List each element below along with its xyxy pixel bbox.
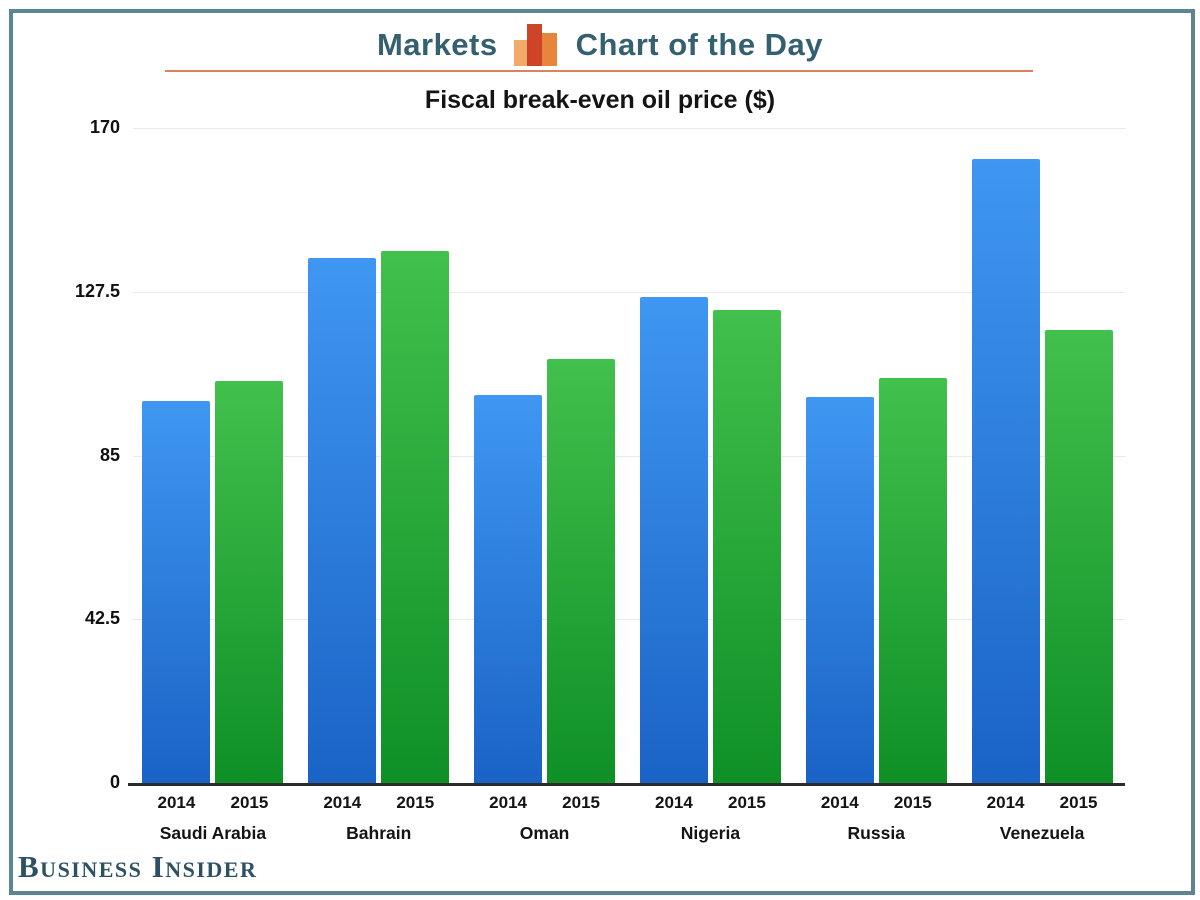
x-axis-country-label: Nigeria — [680, 823, 741, 843]
x-axis-year-label: 2014 — [323, 793, 362, 812]
bar-saudi-arabia-2015 — [215, 380, 284, 783]
header: Markets Chart of the Day — [0, 24, 1200, 66]
bar-oman-2014 — [474, 395, 543, 783]
x-axis-year-label: 2014 — [157, 793, 196, 812]
bar-nigeria-2014 — [639, 296, 708, 783]
bar-chart-icon-bar-2 — [526, 24, 542, 66]
gridline-170 — [133, 128, 1125, 129]
x-axis-year-label: 2015 — [893, 793, 932, 812]
x-axis-year-label: 2015 — [562, 793, 600, 812]
bar-chart-icon-bar-1 — [513, 40, 529, 66]
gridline-127.5 — [133, 291, 1125, 293]
x-axis-year-label: 2015 — [396, 793, 435, 812]
gridline-42.5 — [133, 619, 1125, 621]
bar-oman-2015 — [547, 359, 616, 783]
x-axis-country-label: Venezuela — [999, 823, 1085, 843]
x-axis-country-label: Russia — [847, 823, 905, 843]
bar-venezuela-2015 — [1044, 330, 1113, 783]
business-insider-logo: Business Insider — [18, 849, 258, 884]
x-axis-year-label: 2014 — [654, 793, 693, 812]
header-brand-left: Markets — [376, 27, 498, 62]
chart-title: Fiscal break-even oil price ($) — [424, 86, 776, 114]
bar-russia-2014 — [805, 397, 874, 783]
bar-chart-icon — [513, 24, 560, 66]
bar-bahrain-2015 — [381, 250, 450, 783]
x-axis-year-label: 2015 — [230, 793, 269, 812]
bar-bahrain-2014 — [308, 258, 377, 783]
x-axis-country-label: Bahrain — [346, 823, 412, 843]
y-axis-tick-label: 127.5 — [74, 280, 120, 301]
y-axis-tick-label: 85 — [99, 444, 120, 465]
bar-chart-icon-bar-3 — [541, 33, 557, 66]
x-axis-year-label: 2015 — [1059, 793, 1098, 812]
y-axis-tick-label: 42.5 — [84, 608, 120, 629]
y-axis-tick-label: 170 — [89, 117, 120, 137]
bar-russia-2015 — [878, 377, 947, 783]
bar-nigeria-2015 — [712, 310, 781, 783]
x-axis-country-label: Saudi Arabia — [159, 823, 267, 843]
bar-venezuela-2014 — [971, 158, 1040, 783]
header-divider-rule — [165, 70, 1033, 72]
gridline-85 — [133, 455, 1125, 457]
x-axis-year-label: 2014 — [489, 793, 527, 812]
header-brand-right: Chart of the Day — [575, 27, 824, 62]
bar-saudi-arabia-2014 — [142, 400, 211, 783]
x-axis-country-label: Oman — [519, 823, 570, 843]
x-axis-year-label: 2014 — [986, 793, 1025, 812]
x-axis-year-label: 2015 — [727, 793, 766, 812]
x-axis-baseline — [128, 783, 1125, 786]
y-axis-tick-label: 0 — [109, 772, 120, 792]
x-axis-year-label: 2014 — [820, 793, 859, 812]
